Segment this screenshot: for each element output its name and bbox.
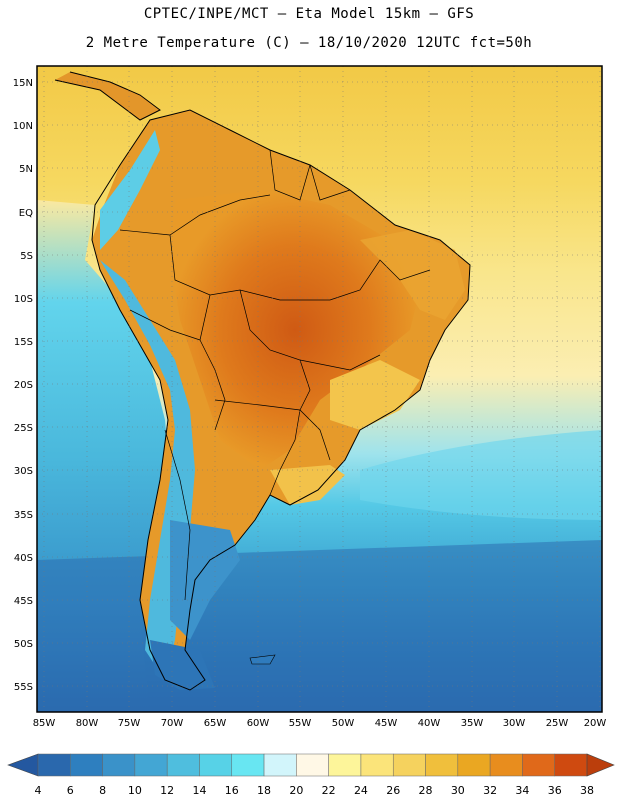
lat-label: 35S bbox=[14, 510, 33, 521]
lat-label: 10N bbox=[13, 121, 33, 132]
lat-label: 5N bbox=[19, 164, 33, 175]
lat-label: 55S bbox=[14, 682, 33, 693]
colorbar-bin bbox=[360, 753, 394, 777]
lon-label: 30W bbox=[503, 718, 526, 729]
colorbar-label: 18 bbox=[257, 784, 271, 797]
colorbar-label: 10 bbox=[128, 784, 142, 797]
colorbar-label: 14 bbox=[192, 784, 206, 797]
map-frame bbox=[36, 65, 603, 713]
colorbar-right-arrow bbox=[586, 753, 615, 777]
lat-label: 5S bbox=[20, 251, 33, 262]
lon-label: 40W bbox=[418, 718, 441, 729]
colorbar-left-arrow bbox=[7, 753, 39, 777]
lon-label: 35W bbox=[461, 718, 484, 729]
colorbar-bin bbox=[231, 753, 265, 777]
chart-title-line2: 2 Metre Temperature (C) – 18/10/2020 12U… bbox=[85, 35, 533, 51]
lat-label: 15S bbox=[14, 337, 33, 348]
lon-label: 55W bbox=[289, 718, 312, 729]
colorbar-label: 30 bbox=[451, 784, 465, 797]
colorbar-label: 34 bbox=[515, 784, 529, 797]
grid-lines bbox=[37, 66, 602, 712]
lat-label: 40S bbox=[14, 553, 33, 564]
map-area bbox=[37, 66, 602, 712]
lat-label: 15N bbox=[13, 78, 33, 89]
lon-label: 20W bbox=[584, 718, 607, 729]
lat-label: 30S bbox=[14, 466, 33, 477]
uruguay-region bbox=[270, 465, 345, 505]
lon-label: 75W bbox=[118, 718, 141, 729]
colorbar-label: 32 bbox=[483, 784, 497, 797]
lat-label: 45S bbox=[14, 596, 33, 607]
falkland-islands bbox=[249, 654, 276, 665]
lat-label: 50S bbox=[14, 639, 33, 650]
colorbar-bin bbox=[134, 753, 168, 777]
chart-title-line1: CPTEC/INPE/MCT – Eta Model 15km – GFS bbox=[143, 6, 475, 22]
lon-label: 80W bbox=[76, 718, 99, 729]
colorbar-label: 24 bbox=[354, 784, 368, 797]
colorbar-label: 20 bbox=[289, 784, 303, 797]
colorbar-bin bbox=[166, 753, 200, 777]
colorbar-bin bbox=[489, 753, 523, 777]
lat-label: 10S bbox=[14, 294, 33, 305]
lon-label: 65W bbox=[204, 718, 227, 729]
northeast-brazil-region bbox=[360, 230, 465, 320]
central-america-landmass bbox=[55, 72, 160, 120]
lat-label: EQ bbox=[19, 208, 33, 219]
tierra-del-fuego-region bbox=[150, 640, 215, 690]
lon-label: 25W bbox=[546, 718, 569, 729]
hot-interior-region bbox=[170, 190, 420, 470]
lat-label: 25S bbox=[14, 423, 33, 434]
colorbar-label: 16 bbox=[225, 784, 239, 797]
colorbar-label: 26 bbox=[386, 784, 400, 797]
colorbar-label: 36 bbox=[548, 784, 562, 797]
colorbar-label: 12 bbox=[160, 784, 174, 797]
southeast-brazil-region bbox=[330, 360, 420, 430]
colorbar-label: 8 bbox=[99, 784, 106, 797]
longitude-axis: 85W 80W 75W 70W 65W 60W 55W 50W 45W 40W … bbox=[33, 718, 607, 729]
colorbar-label: 22 bbox=[322, 784, 336, 797]
colorbar-label: 28 bbox=[419, 784, 433, 797]
colorbar-label: 4 bbox=[35, 784, 42, 797]
patagonia-region bbox=[170, 520, 240, 640]
country-borders bbox=[119, 149, 431, 601]
south-atlantic-cool-band bbox=[360, 430, 602, 520]
central-america-coastline bbox=[54, 71, 161, 121]
colorbar-bin bbox=[457, 753, 491, 777]
colorbar-bin bbox=[102, 753, 136, 777]
colorbar-bin bbox=[425, 753, 459, 777]
latitude-axis: 15N 10N 5N EQ 5S 10S 15S 20S 25S 30S 35S… bbox=[13, 78, 33, 693]
colorbar-label: 38 bbox=[580, 784, 594, 797]
lon-label: 60W bbox=[247, 718, 270, 729]
colorbar-bin bbox=[199, 753, 233, 777]
colombia-andes-cool bbox=[100, 130, 160, 250]
lon-label: 50W bbox=[332, 718, 355, 729]
lon-label: 70W bbox=[161, 718, 184, 729]
lat-label: 20S bbox=[14, 380, 33, 391]
colorbar-bin bbox=[263, 753, 297, 777]
colorbar-label: 6 bbox=[67, 784, 74, 797]
colorbar: 4 6 8 10 12 14 16 18 20 22 24 26 28 30 32 34 36 38 bbox=[7, 753, 615, 797]
colorbar-bin bbox=[328, 753, 362, 777]
lon-label: 45W bbox=[375, 718, 398, 729]
lon-label: 85W bbox=[33, 718, 56, 729]
colorbar-bin bbox=[554, 753, 588, 777]
colorbar-bin bbox=[296, 753, 329, 777]
colorbar-bin bbox=[37, 753, 71, 777]
colorbar-bin bbox=[392, 753, 426, 777]
colorbar-bin bbox=[70, 753, 103, 777]
colorbar-bin bbox=[522, 753, 555, 777]
